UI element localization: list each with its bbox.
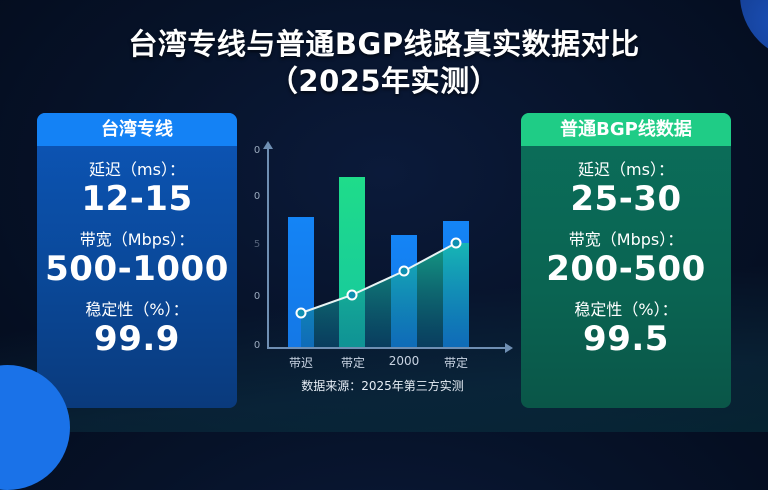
bgp-line-panel: 普通BGP线数据 延迟（ms）： 25-30 带宽（Mbps）： 200-500… — [521, 113, 731, 408]
page-title: 台湾专线与普通BGP线路真实数据对比 （2025年实测） — [0, 26, 768, 100]
x-axis — [267, 347, 507, 349]
bandwidth-label: 带宽（Mbps）： — [568, 230, 684, 249]
stability-value: 99.5 — [583, 319, 669, 359]
y-tick: 0 — [253, 191, 261, 202]
latency-label: 延迟（ms）： — [578, 160, 674, 179]
comparison-chart: 0 0 5 0 0 带迟 带定 2000 带定 数据来源：2025年第三方实测 — [245, 135, 520, 400]
data-source-note: 数据来源：2025年第三方实测 — [301, 379, 464, 393]
y-tick: 0 — [253, 340, 261, 351]
title-line-1: 台湾专线与普通BGP线路真实数据对比 — [128, 27, 640, 61]
title-line-2: （2025年实测） — [268, 64, 500, 98]
bandwidth-value: 500-1000 — [45, 249, 229, 289]
x-label: 带定 — [443, 356, 468, 370]
y-axis-arrow-icon — [263, 141, 273, 149]
bandwidth-value: 200-500 — [546, 249, 706, 289]
y-tick: 0 — [253, 291, 261, 302]
trend-point — [450, 237, 462, 249]
y-tick: 5 — [253, 239, 261, 250]
x-label: 带迟 — [288, 356, 313, 370]
trend-point — [398, 265, 410, 277]
y-axis — [267, 147, 269, 347]
panel-header: 普通BGP线数据 — [521, 113, 731, 146]
y-tick: 0 — [253, 145, 261, 156]
taiwan-line-panel: 台湾专线 延迟（ms）： 12-15 带宽（Mbps）： 500-1000 稳定… — [37, 113, 237, 408]
latency-value: 25-30 — [570, 179, 682, 219]
latency-value: 12-15 — [81, 179, 193, 219]
x-axis-arrow-icon — [505, 343, 513, 353]
latency-label: 延迟（ms）： — [89, 160, 185, 179]
stability-label: 稳定性（%）： — [85, 300, 189, 319]
x-label: 2000 — [388, 354, 420, 368]
trend-point — [346, 289, 358, 301]
stability-value: 99.9 — [94, 319, 180, 359]
x-label: 带定 — [340, 356, 365, 370]
trend-overlay — [295, 237, 469, 347]
trend-point — [295, 307, 307, 319]
panel-header: 台湾专线 — [37, 113, 237, 146]
bandwidth-label: 带宽（Mbps）： — [79, 230, 195, 249]
stability-label: 稳定性（%）： — [574, 300, 678, 319]
